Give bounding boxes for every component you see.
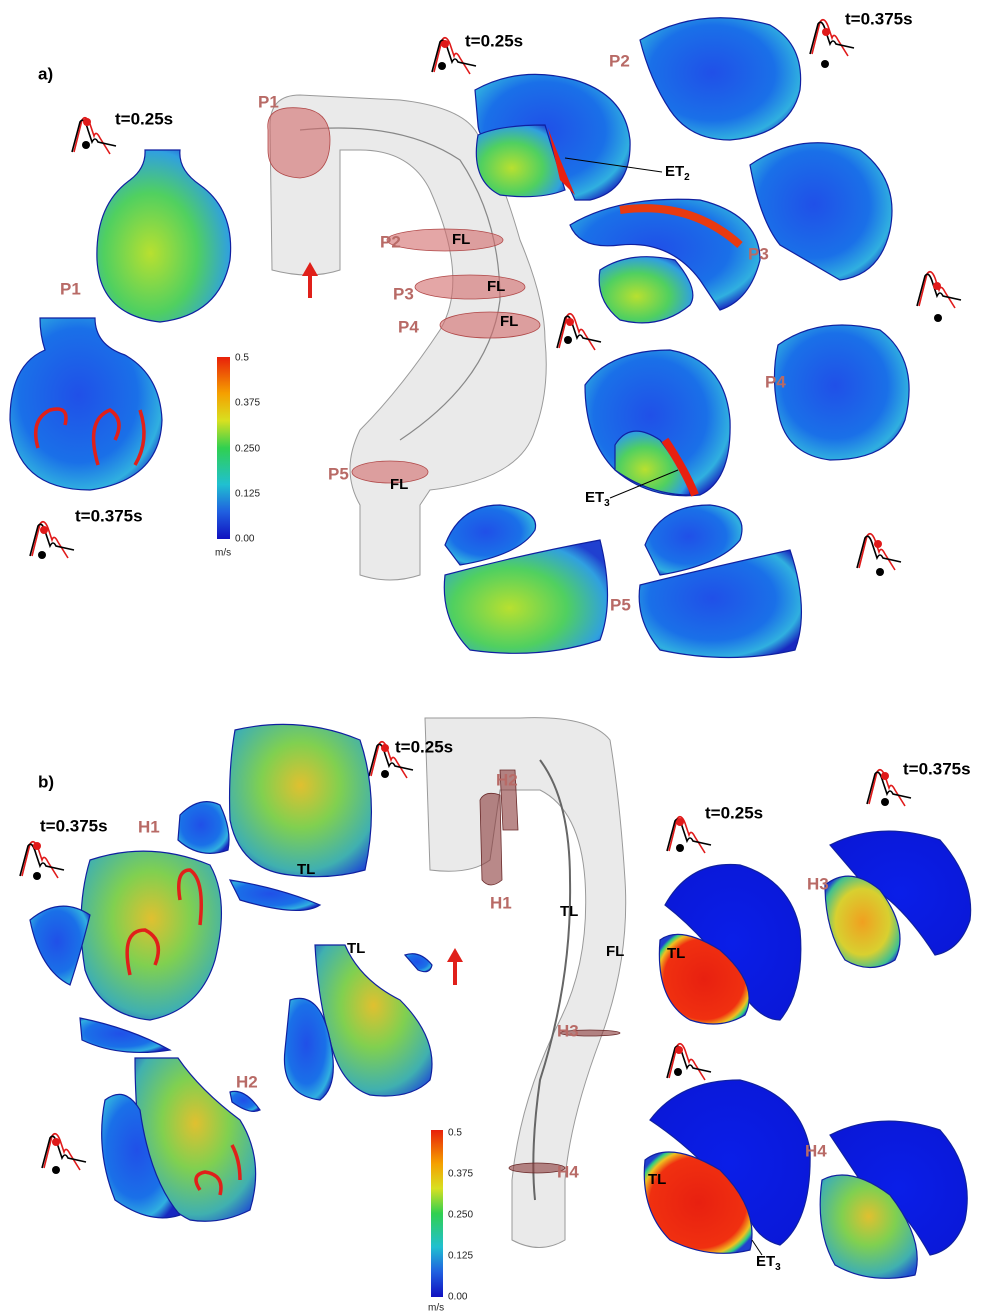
tear-text: ET	[585, 489, 604, 506]
time-label: t=0.375s	[845, 9, 913, 28]
section-label: H3	[557, 1021, 579, 1040]
panel-label: b)	[38, 772, 54, 791]
section-label: P3	[748, 244, 769, 263]
entry-tear-label: ET2	[665, 163, 690, 183]
entry-tear-label: ET3	[585, 489, 610, 509]
time-label: t=0.25s	[465, 31, 523, 50]
lumen-label: TL	[667, 945, 685, 962]
section-label: P1	[258, 92, 279, 111]
time-label: t=0.25s	[705, 803, 763, 822]
lumen-label: FL	[452, 231, 470, 248]
colorbar-tick: 0.375	[235, 398, 260, 409]
tear-text: ET	[756, 1253, 775, 1270]
entry-tear-label: ET3	[756, 1253, 781, 1273]
section-label: H1	[490, 893, 512, 912]
section-label: H4	[805, 1141, 827, 1160]
tear-text: ET	[665, 163, 684, 180]
time-label: t=0.375s	[40, 816, 108, 835]
lumen-label: TL	[297, 861, 315, 878]
colorbar	[217, 357, 230, 539]
time-label: t=0.375s	[75, 506, 143, 525]
section-label: P4	[398, 317, 419, 336]
figure: a) t=0.25s t=0.375s t=0.25s t=0.375s P1 …	[0, 0, 983, 1313]
colorbar-tick: 0.375	[448, 1169, 473, 1180]
colorbar-tick: 0.5	[448, 1128, 462, 1139]
section-label: H1	[138, 817, 160, 836]
section-label: H2	[236, 1072, 258, 1091]
section-label: P2	[380, 232, 401, 251]
colorbar-tick: 0.250	[235, 444, 260, 455]
colorbar-tick: 0.250	[448, 1210, 473, 1221]
lumen-label: FL	[390, 476, 408, 493]
colorbar-tick: 0.125	[235, 489, 260, 500]
colorbar-tick: 0.00	[235, 534, 255, 545]
section-label: P5	[610, 595, 631, 614]
lumen-label: FL	[487, 278, 505, 295]
lumen-label: TL	[347, 940, 365, 957]
section-label: P2	[609, 51, 630, 70]
section-label: H3	[807, 874, 829, 893]
time-label: t=0.25s	[395, 737, 453, 756]
colorbar	[431, 1130, 443, 1297]
colorbar-tick: 0.5	[235, 353, 249, 364]
lumen-label: FL	[606, 943, 624, 960]
lumen-label: TL	[648, 1171, 666, 1188]
colorbar-unit: m/s	[428, 1303, 444, 1313]
time-label: t=0.375s	[903, 759, 971, 778]
section-label: P1	[60, 279, 81, 298]
section-label: P4	[765, 372, 786, 391]
tear-sub: 3	[775, 1262, 781, 1273]
lumen-label: FL	[500, 313, 518, 330]
tear-sub: 2	[684, 172, 690, 183]
tear-sub: 3	[604, 498, 610, 509]
time-label: t=0.25s	[115, 109, 173, 128]
lumen-label: TL	[560, 903, 578, 920]
section-label: P3	[393, 284, 414, 303]
section-label: H4	[557, 1162, 579, 1181]
colorbar-tick: 0.00	[448, 1292, 468, 1303]
colorbar-tick: 0.125	[448, 1251, 473, 1262]
section-label: H2	[496, 770, 518, 789]
section-label: P5	[328, 464, 349, 483]
panel-label: a)	[38, 64, 53, 83]
colorbar-unit: m/s	[215, 548, 231, 559]
